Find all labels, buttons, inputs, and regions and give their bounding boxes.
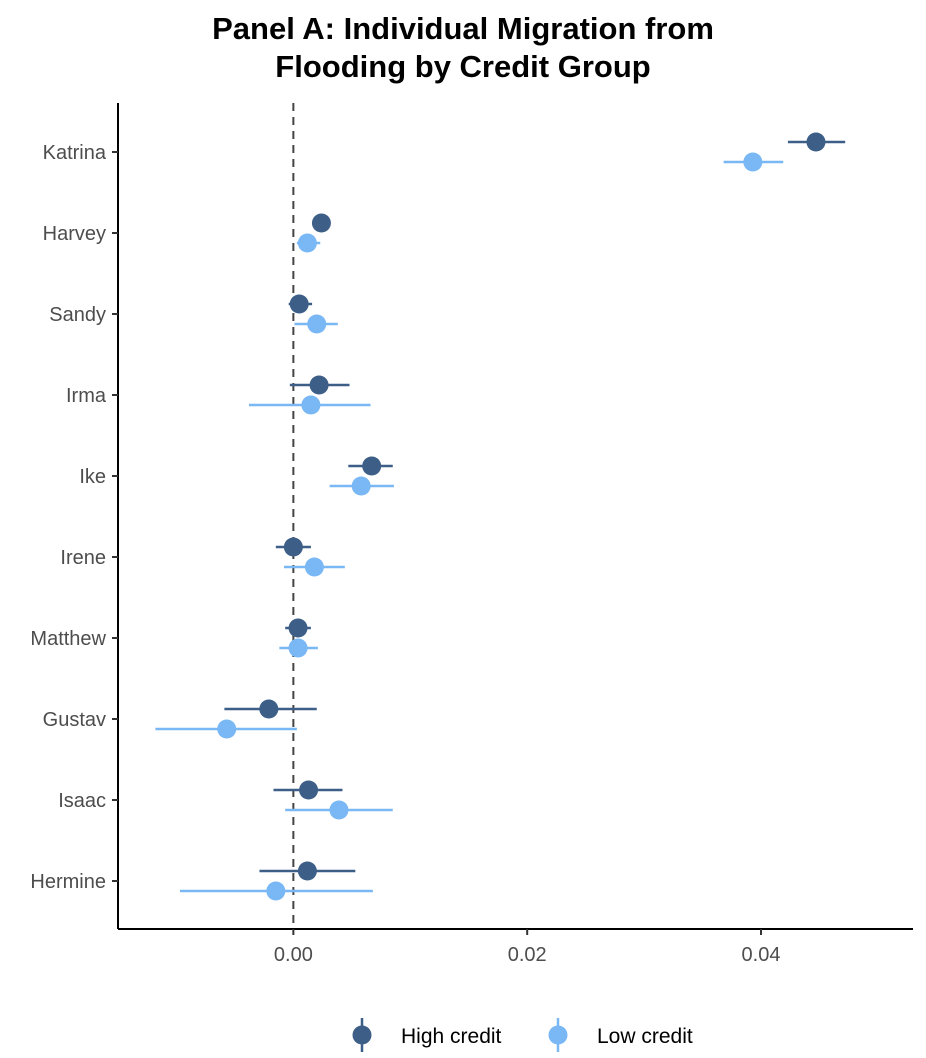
y-tick-label-matthew: Matthew xyxy=(30,628,106,650)
low-credit-point xyxy=(329,800,349,820)
y-tick-label-sandy: Sandy xyxy=(49,304,106,326)
legend-high-credit-marker xyxy=(352,1025,372,1045)
legend-low-credit-marker xyxy=(548,1025,568,1045)
high-credit-point xyxy=(299,780,319,800)
low-credit-point xyxy=(301,395,321,415)
high-credit-point xyxy=(259,699,279,719)
y-tick-label-irma: Irma xyxy=(66,385,107,407)
high-credit-point xyxy=(309,375,329,395)
low-credit-point xyxy=(351,476,371,496)
title-line-2: Flooding by Credit Group xyxy=(275,49,651,84)
low-credit-point xyxy=(304,557,324,577)
chart-title: Panel A: Individual Migration from Flood… xyxy=(0,10,926,86)
y-tick-label-irene: Irene xyxy=(60,547,106,569)
title-line-1: Panel A: Individual Migration from xyxy=(212,11,714,46)
y-tick-label-ike: Ike xyxy=(79,466,106,488)
high-credit-point xyxy=(297,861,317,881)
high-credit-point xyxy=(311,213,331,233)
low-credit-point xyxy=(266,881,286,901)
low-credit-point xyxy=(297,233,317,253)
y-tick-label-hermine: Hermine xyxy=(30,871,106,893)
x-tick-label: 0.04 xyxy=(742,944,781,966)
high-credit-point xyxy=(289,294,309,314)
high-credit-point xyxy=(362,456,382,476)
high-credit-point xyxy=(806,132,826,152)
legend-high-credit-label: High credit xyxy=(401,1025,502,1048)
x-tick-label: 0.02 xyxy=(508,944,547,966)
low-credit-point xyxy=(217,719,237,739)
low-credit-point xyxy=(288,638,308,658)
low-credit-point xyxy=(743,152,763,172)
high-credit-point xyxy=(283,537,303,557)
y-tick-label-katrina: Katrina xyxy=(43,142,107,164)
y-tick-label-gustav: Gustav xyxy=(43,709,106,731)
y-tick-label-harvey: Harvey xyxy=(43,223,106,245)
low-credit-point xyxy=(307,314,327,334)
legend-low-credit-label: Low credit xyxy=(597,1025,693,1048)
x-tick-label: 0.00 xyxy=(274,944,313,966)
y-tick-label-isaac: Isaac xyxy=(58,790,106,812)
high-credit-point xyxy=(288,618,308,638)
